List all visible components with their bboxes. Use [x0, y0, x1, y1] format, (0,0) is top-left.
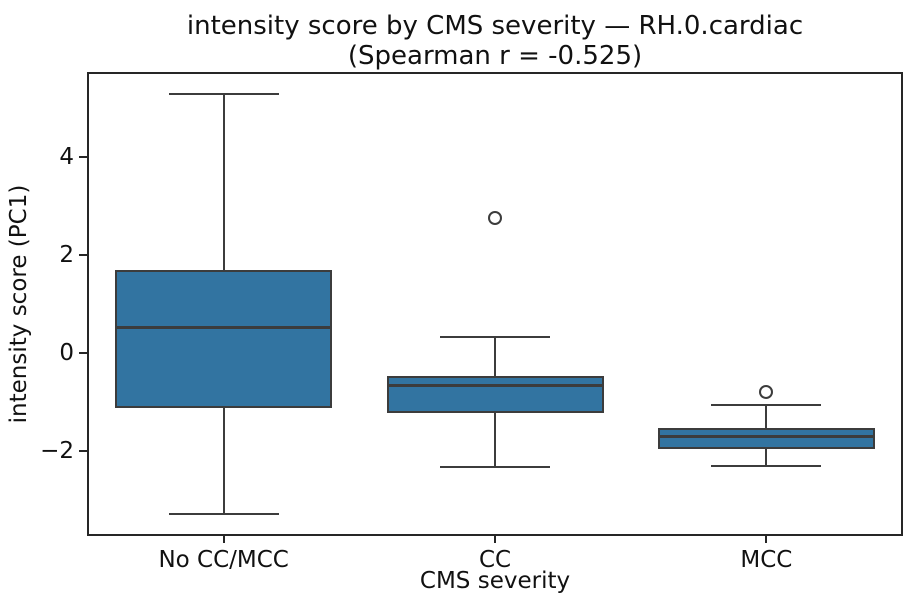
y-tick-mark — [79, 352, 87, 355]
box-rect — [115, 270, 333, 409]
chart-title: intensity score by CMS severity — RH.0.c… — [186, 11, 804, 41]
y-tick-mark — [79, 450, 87, 453]
lower-whisker-cap — [168, 513, 279, 516]
x-axis-label: CMS severity — [419, 568, 571, 594]
lower-whisker-line — [494, 412, 496, 467]
x-tick-mark — [765, 535, 768, 543]
upper-whisker-cap — [440, 335, 550, 338]
y-tick-label: 0 — [59, 340, 74, 367]
x-tick-label: MCC — [740, 547, 793, 573]
lower-whisker-cap — [440, 465, 550, 468]
upper-whisker-line — [765, 405, 768, 429]
y-tick-label: 2 — [59, 241, 74, 268]
x-tick-label: No CC/MCC — [158, 547, 289, 573]
y-tick-label: 4 — [59, 143, 74, 170]
x-tick-mark — [222, 535, 225, 543]
upper-whisker-line — [222, 93, 225, 271]
median-line — [115, 325, 333, 329]
lower-whisker-line — [765, 448, 768, 467]
y-axis-label: intensity score (PC1) — [6, 184, 32, 424]
chart-subtitle: (Spearman r = -0.525) — [347, 41, 643, 71]
upper-whisker-cap — [711, 404, 822, 407]
y-tick-mark — [79, 155, 87, 158]
y-tick-mark — [79, 253, 87, 256]
y-tick-label: −2 — [40, 438, 74, 465]
plot-area: 4 2 0 −2 No CC/MCC CC MCC — [40, 72, 903, 573]
median-line — [386, 384, 604, 388]
box-rect — [386, 376, 604, 413]
upper-whisker-line — [494, 336, 496, 377]
outlier-point — [759, 385, 774, 400]
outlier-point — [488, 210, 502, 225]
chart-title-block: intensity score by CMS severity — RH.0.c… — [88, 11, 902, 71]
median-line — [657, 435, 875, 439]
lower-whisker-cap — [711, 465, 822, 468]
x-tick-label: CC — [478, 547, 512, 573]
upper-whisker-cap — [168, 92, 279, 95]
x-tick-mark — [494, 535, 496, 543]
lower-whisker-line — [222, 408, 225, 515]
